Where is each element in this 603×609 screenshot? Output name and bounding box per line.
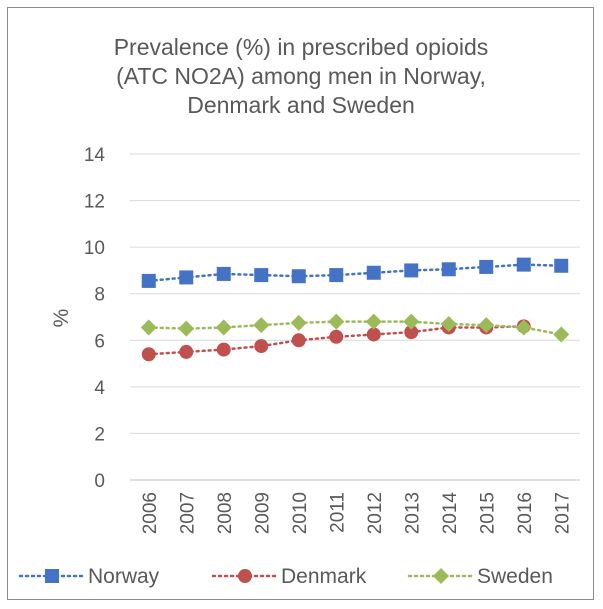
chart-title: Prevalence (%) in prescribed opioids (ATC… (114, 34, 489, 118)
data-point-sweden (328, 313, 345, 330)
legend-item-norway: Norway (18, 565, 160, 588)
data-point-sweden (403, 313, 420, 330)
y-axis-ticks: 0 2 4 6 8 10 12 14 (84, 145, 106, 492)
y-tick-label: 12 (84, 192, 105, 213)
y-tick-label: 10 (84, 238, 105, 259)
gridlines (130, 153, 580, 481)
x-axis-ticks: 2006 2007 2008 2009 2010 2011 2012 2013 2014 2015… (140, 492, 574, 535)
data-point-denmark (254, 339, 269, 354)
data-point-sweden (178, 320, 195, 337)
data-point-norway (479, 259, 494, 274)
data-point-sweden (478, 317, 495, 334)
legend-label-norway: Norway (88, 565, 160, 588)
legend: Norway Denmark Sweden (18, 565, 553, 588)
data-point-norway (291, 269, 306, 284)
data-point-norway (516, 257, 531, 272)
x-tick-label: 2008 (215, 492, 236, 534)
legend-label-sweden: Sweden (477, 565, 553, 588)
y-tick-label: 14 (84, 145, 106, 166)
data-point-sweden (215, 319, 232, 336)
chart-title-line: (ATC NO2A) among men in Norway, (116, 63, 486, 89)
legend-item-sweden: Sweden (407, 565, 553, 588)
legend-label-denmark: Denmark (281, 565, 367, 588)
x-tick-label: 2007 (177, 492, 198, 534)
data-point-norway (404, 263, 419, 278)
data-point-sweden (253, 317, 270, 334)
data-point-sweden (553, 326, 570, 343)
series-line-sweden (147, 320, 563, 336)
x-tick-label: 2006 (140, 492, 161, 534)
series-sweden (140, 313, 570, 343)
x-tick-label: 2015 (477, 492, 498, 534)
y-tick-label: 6 (94, 331, 105, 352)
x-tick-label: 2017 (552, 492, 573, 534)
data-point-denmark (404, 325, 419, 340)
data-point-norway (179, 270, 194, 285)
y-tick-label: 4 (94, 378, 105, 399)
data-point-sweden (440, 315, 457, 332)
x-tick-label: 2012 (365, 492, 386, 534)
x-tick-label: 2013 (402, 492, 423, 534)
data-point-denmark (329, 329, 344, 344)
data-point-norway (254, 268, 269, 283)
x-tick-label: 2011 (327, 492, 348, 533)
x-tick-label: 2009 (252, 492, 273, 534)
data-point-norway (216, 266, 231, 281)
data-point-sweden (140, 319, 157, 336)
y-tick-label: 8 (94, 285, 105, 306)
series (140, 257, 570, 362)
data-point-sweden (515, 319, 532, 336)
data-point-denmark (291, 333, 306, 348)
data-point-denmark (179, 344, 194, 359)
legend-marker-denmark (238, 569, 252, 583)
data-point-norway (441, 262, 456, 277)
chart-title-line: Denmark and Sweden (187, 92, 415, 118)
legend-marker-norway (45, 569, 59, 583)
legend-marker-sweden (433, 568, 449, 584)
series-line-norway (147, 263, 563, 283)
x-tick-label: 2016 (515, 492, 536, 534)
x-tick-label: 2010 (290, 492, 311, 534)
x-tick-label: 2014 (440, 492, 461, 535)
series-norway (141, 257, 569, 288)
data-point-norway (366, 265, 381, 280)
data-point-sweden (365, 313, 382, 330)
data-point-denmark (141, 347, 156, 362)
data-point-sweden (290, 314, 307, 331)
data-point-norway (554, 258, 569, 273)
chart-title-line: Prevalence (%) in prescribed opioids (114, 34, 489, 60)
chart-frame (7, 7, 594, 600)
y-tick-label: 2 (94, 424, 105, 445)
data-point-norway (141, 273, 156, 288)
data-point-denmark (216, 342, 231, 357)
y-axis-title: % (50, 309, 73, 328)
data-point-denmark (366, 327, 381, 342)
y-tick-label: 0 (94, 471, 105, 492)
data-point-norway (329, 268, 344, 283)
legend-item-denmark: Denmark (211, 565, 367, 588)
